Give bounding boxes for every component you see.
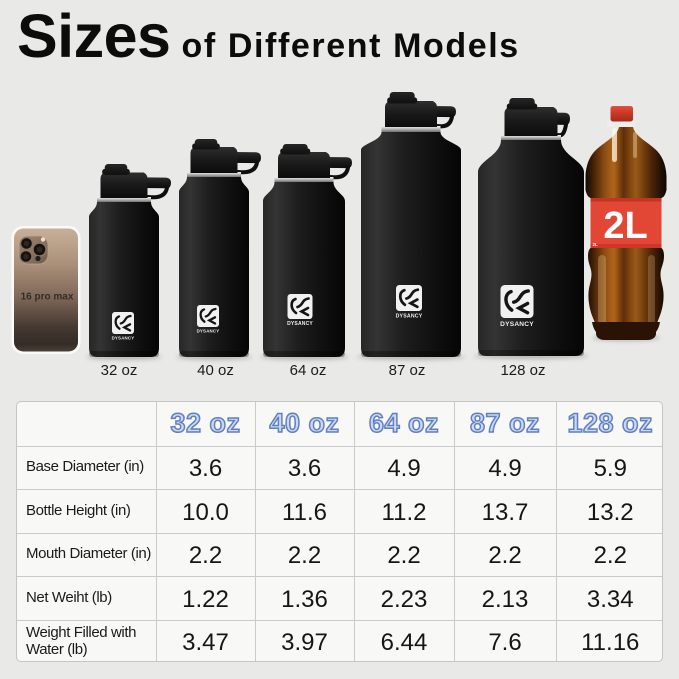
svg-text:DYSANCY: DYSANCY [396, 314, 423, 320]
svg-text:2L: 2L [603, 205, 647, 247]
svg-text:DYSANCY: DYSANCY [500, 321, 534, 328]
svg-text:DYSANCY: DYSANCY [112, 336, 135, 341]
svg-text:16 pro max: 16 pro max [21, 292, 74, 303]
svg-text:2L: 2L [593, 242, 599, 247]
svg-text:DYSANCY: DYSANCY [287, 321, 313, 327]
svg-text:DYSANCY: DYSANCY [197, 329, 220, 334]
